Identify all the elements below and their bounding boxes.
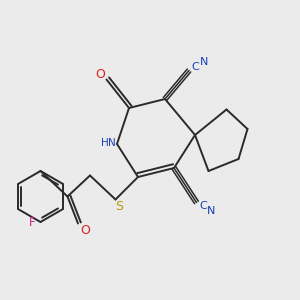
Text: F: F [29,215,35,229]
Text: N: N [207,206,216,216]
Text: N: N [108,137,116,148]
Text: S: S [115,200,123,214]
Text: O: O [81,224,90,238]
Text: H: H [100,137,108,148]
Text: N: N [200,57,208,68]
Text: C: C [192,62,200,72]
Text: O: O [95,68,105,81]
Text: C: C [199,201,207,211]
